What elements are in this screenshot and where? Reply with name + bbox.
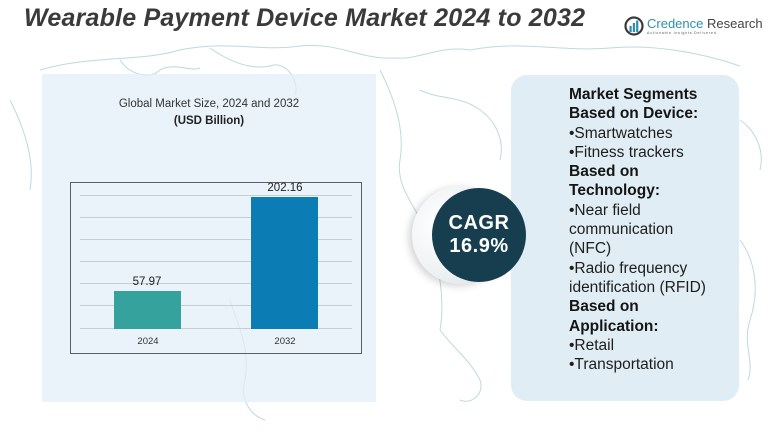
page-title: Wearable Payment Device Market 2024 to 2… <box>24 4 586 32</box>
segment-heading: Based on <box>569 298 639 316</box>
segment-item: (NFC) <box>569 240 612 258</box>
logo-name-research: Research <box>703 15 763 31</box>
segment-item: •Near field <box>569 201 641 219</box>
bar-chart: 57.97 2024 202.16 2032 <box>70 182 362 354</box>
logo-name: Credence Research <box>647 17 763 30</box>
bar-category-2024: 2024 <box>137 336 159 347</box>
gridline <box>80 217 352 218</box>
bar-chart-logo-icon <box>624 16 644 36</box>
segment-item: communication <box>569 221 674 239</box>
segment-list: Market Segments Based on Device: •Smartwat… <box>569 85 733 374</box>
segment-heading: Based on Device: <box>569 105 699 123</box>
bar-value-2032: 202.16 <box>267 182 303 194</box>
bar-2024[interactable] <box>114 291 181 329</box>
gridline <box>80 283 352 284</box>
cagr-label: CAGR <box>448 212 510 234</box>
credence-research-logo[interactable]: Credence Research Actionable Insights De… <box>624 16 763 36</box>
cagr-badge: CAGR 16.9% <box>432 188 526 282</box>
bar-2032[interactable] <box>251 197 318 329</box>
gridline <box>80 328 352 329</box>
bar-category-2032: 2032 <box>274 336 296 347</box>
gridline <box>80 305 352 306</box>
bar-value-2024: 57.97 <box>132 276 162 288</box>
gridline <box>80 195 352 196</box>
segment-heading: Application: <box>569 317 659 335</box>
logo-tagline: Actionable Insights Delivered <box>647 30 717 35</box>
segment-item: •Fitness trackers <box>569 143 684 161</box>
chart-title: Global Market Size, 2024 and 2032 <box>118 98 300 110</box>
segment-heading: Technology: <box>569 182 660 200</box>
segment-item: •Smartwatches <box>569 124 673 142</box>
segment-heading: Based on <box>569 163 639 181</box>
logo-name-credence: Credence <box>647 15 704 31</box>
segment-heading: Market Segments <box>569 86 698 103</box>
gridline <box>80 261 352 262</box>
chart-unit: (USD Billion) <box>173 115 245 127</box>
segment-item: •Transportation <box>569 356 674 374</box>
market-segments-panel: Market Segments Based on Device: •Smartwat… <box>511 75 739 401</box>
segment-item: identification (RFID) <box>569 278 706 296</box>
segment-item: •Retail <box>569 336 615 354</box>
gridline <box>80 239 352 240</box>
market-size-panel: Global Market Size, 2024 and 2032 (USD B… <box>42 74 376 402</box>
segment-item: •Radio frequency <box>569 259 688 277</box>
cagr-value: 16.9% <box>449 235 509 257</box>
